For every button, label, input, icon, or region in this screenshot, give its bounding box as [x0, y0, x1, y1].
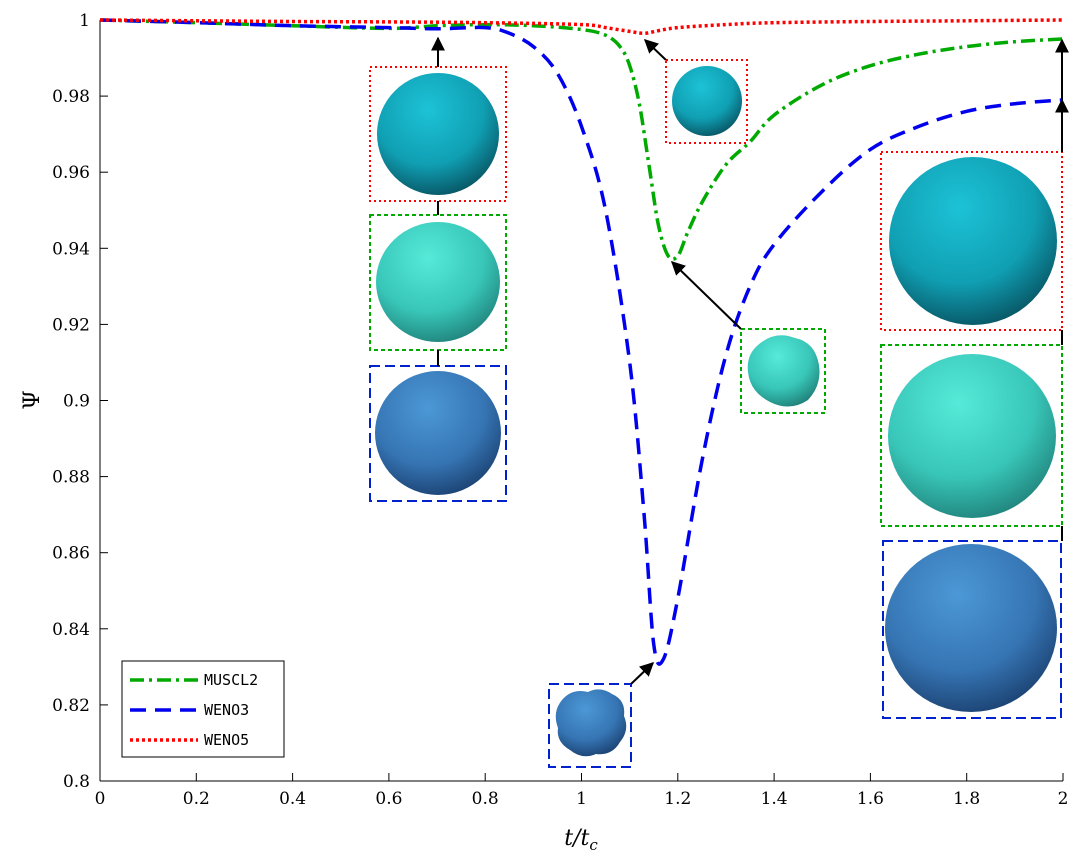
arrow-muscl2-min: [670, 261, 742, 330]
x-tick-label: 1.8: [953, 789, 980, 809]
x-tick-label: 2: [1058, 789, 1069, 809]
x-tick-label: 1: [576, 789, 587, 809]
arrow-weno5-min: [643, 39, 667, 61]
series-line-weno5: [99, 18, 1064, 36]
x-tick-label: 0: [95, 789, 106, 809]
x-tick-label: 0.6: [375, 789, 402, 809]
y-tick-label: 0.86: [52, 544, 90, 564]
sphere-weno3-min: [555, 689, 627, 757]
sphere-muscl2-min: [747, 335, 820, 407]
sphere-muscl2-t2: [888, 354, 1056, 518]
arrow-weno3-min: [630, 662, 655, 685]
sphere-weno5-t07: [377, 73, 499, 195]
sphere-weno5-min: [672, 66, 742, 136]
y-tick-label: 0.94: [52, 239, 90, 259]
series-line-muscl2: [99, 18, 1064, 261]
legend-label-weno3: WENO3: [204, 701, 249, 719]
y-tick-label: 0.96: [52, 163, 90, 183]
legend-label-weno5: WENO5: [204, 731, 249, 749]
y-tick-label: 0.92: [52, 315, 90, 335]
y-axis-label: Ψ: [20, 390, 45, 409]
x-tick-label: 1.4: [761, 789, 788, 809]
y-tick-label: 0.88: [52, 468, 90, 488]
x-tick-label: 1.6: [857, 789, 884, 809]
inset-annotations: [369, 36, 1069, 768]
sphere-weno5-t2: [889, 157, 1057, 325]
x-axis-label: t/tc: [564, 826, 598, 854]
y-tick-label: 0.9: [63, 392, 90, 412]
x-tick-label: 0.8: [472, 789, 499, 809]
sphere-weno3-t07: [375, 371, 501, 495]
x-ticks: 0 0.2 0.4 0.6 0.8 1 1.2 1.4 1.6 1.8 2: [95, 773, 1069, 809]
legend: MUSCL2 WENO3 WENO5: [121, 660, 285, 758]
y-ticks: 0.8 0.82 0.84 0.86 0.88 0.9 0.92 0.94 0.96 0.98 1: [52, 11, 108, 792]
sphere-weno3-t2: [885, 544, 1057, 712]
x-tick-label: 1.2: [664, 789, 691, 809]
legend-label-muscl2: MUSCL2: [204, 671, 258, 689]
series-line-weno3: [99, 18, 1064, 666]
y-tick-label: 0.82: [52, 696, 90, 716]
y-tick-label: 1: [79, 11, 90, 31]
x-tick-label: 0.4: [279, 789, 306, 809]
sphere-muscl2-t07: [376, 222, 500, 342]
legend-box: [121, 660, 285, 758]
y-tick-label: 0.84: [52, 620, 90, 640]
x-tick-label: 0.2: [183, 789, 210, 809]
series-lines: [99, 18, 1064, 666]
y-tick-label: 0.8: [63, 772, 90, 792]
y-tick-label: 0.98: [52, 87, 90, 107]
